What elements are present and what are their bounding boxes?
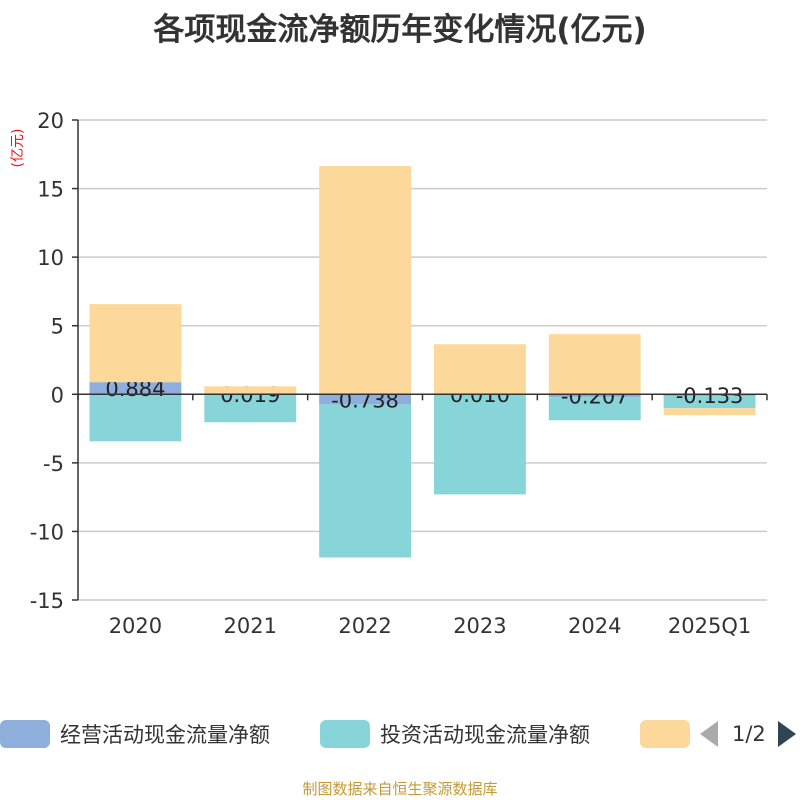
axes: 20 15 10 5 0 -5 -10 -15 2020 2021 2022 2023 2024 2025… bbox=[30, 109, 768, 638]
y-tick-label: 20 bbox=[37, 109, 64, 133]
y-tick-label: -15 bbox=[30, 589, 64, 613]
legend-label-operating: 经营活动现金流量净额 bbox=[60, 723, 270, 747]
bar-segment bbox=[433, 344, 526, 395]
grid-lines bbox=[78, 119, 767, 601]
bar-segment bbox=[663, 408, 756, 416]
bar-segment bbox=[89, 394, 182, 442]
bar-segment bbox=[319, 404, 412, 558]
chart-title: 各项现金流净额历年变化情况(亿元) bbox=[153, 12, 647, 48]
x-tick-label: 2023 bbox=[453, 614, 506, 638]
x-tick-label: 2025Q1 bbox=[668, 614, 751, 638]
bars-overlay bbox=[89, 166, 756, 416]
bar-segment bbox=[319, 394, 412, 405]
legend-item-investing[interactable]: 投资活动现金流量净额 bbox=[320, 716, 590, 752]
data-source-footer: 制图数据来自恒生聚源数据库 bbox=[302, 780, 498, 798]
legend-item-operating[interactable]: 经营活动现金流量净额 bbox=[0, 716, 270, 752]
x-tick-label: 2020 bbox=[109, 614, 162, 638]
bar-chart: 0.884 0.019 -0.738 0.010 -0.207 -0.133 201510… bbox=[10, 109, 768, 638]
triangle-left-icon[interactable] bbox=[700, 721, 718, 747]
legend-swatch-investing bbox=[320, 720, 370, 748]
legend-page-indicator: 1/2 bbox=[732, 722, 766, 746]
legend-pager: 1/2 bbox=[700, 716, 796, 752]
bar-segment bbox=[204, 394, 297, 423]
x-tick-label: 2021 bbox=[224, 614, 277, 638]
legend: 经营活动现金流量净额 投资活动现金流量净额 1/2 bbox=[0, 716, 800, 752]
legend-item-financing[interactable] bbox=[640, 716, 690, 752]
y-tick-label: 5 bbox=[51, 315, 64, 339]
bar-segment bbox=[204, 386, 297, 395]
bar-segment bbox=[319, 166, 412, 395]
data-label: -0.133 bbox=[676, 384, 744, 408]
bar-segment bbox=[548, 397, 641, 421]
legend-swatch-financing bbox=[640, 720, 690, 748]
y-tick-label: 15 bbox=[37, 178, 64, 202]
bar-segment bbox=[548, 394, 641, 398]
y-tick-label: 0 bbox=[51, 383, 64, 407]
y-axis-unit-label: (亿元) bbox=[10, 129, 26, 168]
legend-label-investing: 投资活动现金流量净额 bbox=[380, 723, 590, 747]
legend-swatch-operating bbox=[0, 720, 50, 748]
y-tick-label: -5 bbox=[43, 452, 64, 476]
y-tick-label: 10 bbox=[37, 246, 64, 270]
x-tick-label: 2024 bbox=[568, 614, 621, 638]
bar-segment bbox=[89, 304, 182, 383]
triangle-right-icon[interactable] bbox=[777, 721, 796, 747]
bar-segment bbox=[89, 382, 182, 395]
x-tick-label: 2022 bbox=[338, 614, 391, 638]
y-tick-label: -10 bbox=[30, 520, 64, 544]
bar-segment bbox=[663, 394, 756, 397]
bar-segment bbox=[433, 394, 526, 495]
bar-segment bbox=[663, 396, 756, 409]
bar-segment bbox=[548, 334, 641, 395]
